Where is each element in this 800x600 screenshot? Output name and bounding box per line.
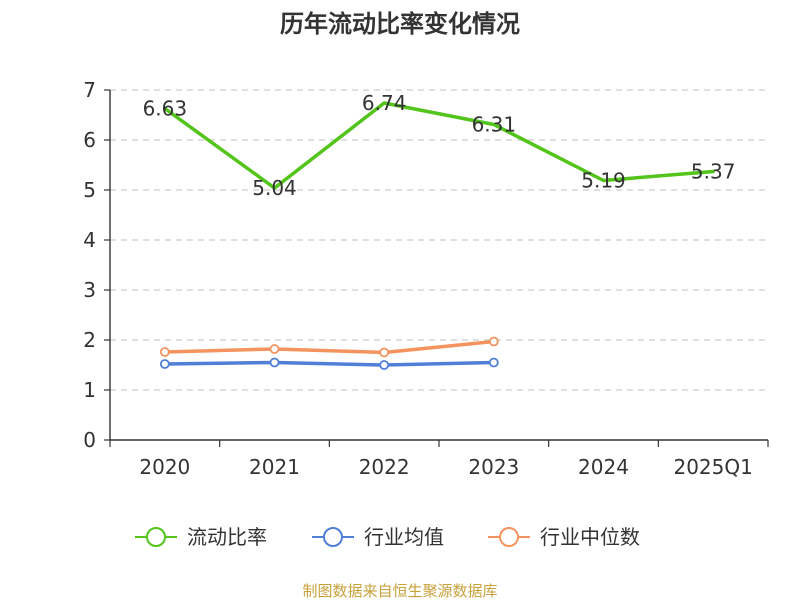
series-2 <box>159 336 499 358</box>
y-tick-label: 3 <box>83 278 96 302</box>
series-line <box>163 339 496 355</box>
y-tick-label: 1 <box>83 378 96 402</box>
y-tick-label: 4 <box>83 228 96 252</box>
data-label: 5.04 <box>252 176 297 200</box>
legend-item: 行业均值 <box>312 525 444 549</box>
data-point <box>159 347 170 357</box>
data-label: 6.63 <box>143 97 188 121</box>
data-label: 6.31 <box>472 113 517 137</box>
x-tick-label: 2023 <box>468 455 519 479</box>
data-label: 6.74 <box>362 91 407 115</box>
series-1 <box>159 357 499 370</box>
x-tick-label: 2022 <box>359 455 410 479</box>
y-tick-label: 7 <box>83 78 96 102</box>
data-point <box>379 347 390 358</box>
legend-label: 行业中位数 <box>540 525 640 549</box>
legend-item: 流动比率 <box>135 525 267 549</box>
data-point <box>488 357 499 368</box>
axes: 0 1 2 3 4 5 6 7 2020 2021 2022 2023 2024 2025Q1 <box>83 78 769 479</box>
series-layer: 6.63 5.04 6.74 6.31 5.19 5.37 <box>143 91 736 370</box>
y-tick-label: 6 <box>83 128 96 152</box>
y-tick-label: 2 <box>83 328 96 352</box>
legend-swatch-marker <box>146 527 166 547</box>
series-line <box>163 360 496 367</box>
legend-item: 行业中位数 <box>488 525 640 549</box>
data-point <box>488 336 499 347</box>
data-point <box>379 360 390 370</box>
data-point <box>269 357 280 368</box>
x-tick-label: 2021 <box>249 455 300 479</box>
legend-swatch-marker <box>323 527 343 547</box>
x-tick-label: 2024 <box>578 455 629 479</box>
series-0: 6.63 5.04 6.74 6.31 5.19 5.37 <box>143 91 736 200</box>
legend-label: 流动比率 <box>187 525 267 549</box>
series-line <box>163 101 715 190</box>
chart-title: 历年流动比率变化情况 <box>280 10 520 38</box>
legend: 流动比率 行业均值 行业中位数 <box>135 525 640 549</box>
y-tick-label: 0 <box>83 428 96 452</box>
legend-label: 行业均值 <box>364 525 444 549</box>
x-tick-label: 2020 <box>139 455 190 479</box>
data-label: 5.37 <box>691 160 736 184</box>
data-label: 5.19 <box>581 169 626 193</box>
x-tick-label: 2025Q1 <box>673 455 752 479</box>
source-note: 制图数据来自恒生聚源数据库 <box>302 582 497 600</box>
y-tick-label: 5 <box>83 178 96 202</box>
data-point <box>159 359 170 369</box>
grid-lines <box>110 89 768 391</box>
legend-swatch-marker <box>499 527 519 547</box>
data-point <box>269 344 280 354</box>
